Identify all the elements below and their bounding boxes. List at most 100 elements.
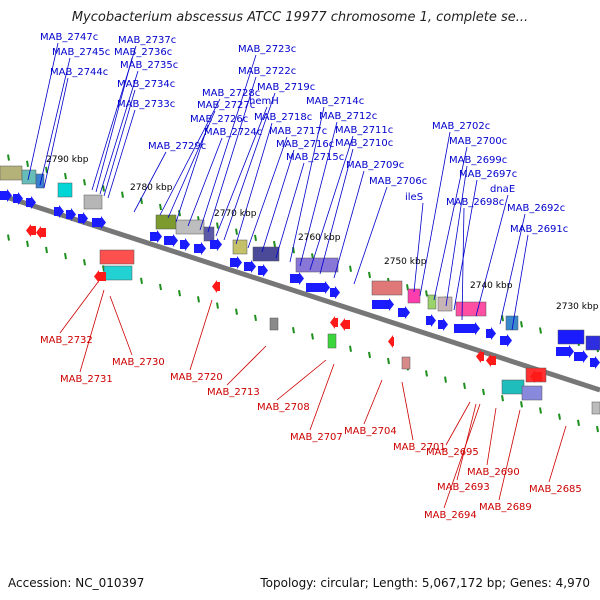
forward-label-leader — [445, 165, 468, 307]
forward-gene-arrow — [426, 314, 436, 327]
forward-label-leader — [453, 179, 478, 311]
reverse-gene-label: MAB_2732 — [40, 335, 93, 346]
tick-mark — [7, 234, 10, 241]
forward-gene-arrow — [290, 272, 304, 285]
forward-label-leader — [247, 136, 288, 249]
feature-block — [83, 194, 103, 210]
forward-gene-arrow — [500, 334, 512, 347]
forward-gene-label: MAB_2734c — [117, 79, 175, 90]
tick-mark — [26, 160, 29, 167]
reverse-gene-label: MAB_2720 — [170, 372, 223, 383]
forward-label-leader — [199, 54, 257, 231]
feature-block — [455, 301, 487, 317]
tick-mark — [197, 296, 200, 303]
tick-mark — [596, 425, 599, 433]
kbp-label: 2790 kbp — [46, 155, 89, 165]
tick-mark — [577, 419, 580, 427]
forward-gene-arrow — [590, 356, 600, 369]
feature-block — [269, 317, 279, 331]
tick-mark — [463, 382, 466, 389]
forward-gene-label: MAB_2715c — [286, 152, 344, 163]
forward-gene-label: MAB_2717c — [269, 126, 327, 137]
forward-gene-label: hemH — [249, 96, 279, 107]
forward-label-leader — [99, 70, 139, 195]
forward-gene-label: MAB_2723c — [238, 44, 296, 55]
forward-gene-label: MAB_2735c — [120, 60, 178, 71]
genome-summary-text: Topology: circular; Length: 5,067,172 bp… — [260, 576, 590, 590]
gene-arrows — [0, 189, 600, 383]
tick-mark — [425, 290, 428, 297]
reverse-label-leader — [498, 409, 521, 501]
forward-gene-arrow — [0, 189, 12, 202]
forward-gene-label: MAB_2728c — [202, 88, 260, 99]
forward-gene-label: MAB_2726c — [190, 114, 248, 125]
tick-mark — [7, 154, 10, 161]
reverse-gene-label: MAB_2695 — [426, 447, 479, 458]
forward-gene-label: MAB_2745c — [52, 47, 110, 58]
forward-gene-label: ileS — [405, 192, 423, 203]
tick-mark — [558, 413, 561, 420]
genome-backbone — [0, 192, 600, 393]
forward-gene-arrow — [164, 234, 178, 247]
forward-gene-arrow — [66, 208, 76, 221]
feature-block — [0, 165, 23, 181]
forward-gene-label: MAB_2733c — [117, 99, 175, 110]
tick-mark — [159, 203, 162, 211]
feature-block — [295, 257, 339, 273]
forward-gene-label: MAB_2737c — [118, 35, 176, 46]
forward-gene-arrow — [486, 327, 496, 340]
tick-mark — [539, 407, 542, 414]
forward-gene-label: MAB_2706c — [369, 176, 427, 187]
forward-gene-arrow — [574, 350, 588, 363]
kbp-label: 2750 kbp — [384, 257, 427, 267]
forward-label-leader — [215, 106, 268, 237]
reverse-gene-label: MAB_2689 — [479, 502, 532, 513]
forward-gene-arrow — [150, 230, 162, 243]
tick-mark — [216, 222, 219, 229]
reverse-gene-arrow — [486, 354, 496, 367]
feature-block — [327, 333, 337, 349]
reverse-label-leader — [443, 403, 481, 509]
forward-label-leader — [309, 135, 354, 271]
forward-gene-label: MAB_2699c — [449, 155, 507, 166]
kbp-label: 2730 kbp — [556, 302, 599, 312]
forward-label-leader — [353, 186, 388, 285]
reverse-gene-arrow — [94, 270, 106, 283]
forward-label-leader — [39, 57, 71, 186]
reverse-gene-label: MAB_2694 — [424, 510, 477, 521]
forward-label-leader — [103, 89, 136, 197]
kbp-label: 2740 kbp — [470, 281, 513, 291]
forward-label-leader — [511, 234, 529, 331]
reverse-label-leader — [276, 359, 327, 401]
tick-mark — [292, 327, 295, 334]
forward-gene-arrow — [398, 306, 410, 319]
map-title: Mycobacterium abscessus ATCC 19977 chrom… — [71, 10, 529, 25]
forward-gene-label: dnaE — [490, 184, 515, 195]
feature-blocks — [0, 165, 600, 415]
tick-mark — [311, 333, 314, 340]
feature-block — [591, 401, 600, 415]
tick-mark — [26, 240, 29, 247]
forward-gene-labels: MAB_2747cMAB_2745cMAB_2744cMAB_2737cMAB_… — [40, 32, 568, 235]
kbp-label: 2780 kbp — [130, 183, 173, 193]
tick-mark — [501, 394, 504, 402]
forward-gene-label: MAB_2714c — [306, 96, 364, 107]
reverse-gene-arrow — [36, 226, 46, 239]
reverse-label-leader — [59, 281, 99, 334]
forward-gene-label: MAB_2747c — [40, 32, 98, 43]
feature-block — [103, 265, 133, 281]
forward-label-leader — [333, 170, 365, 279]
feature-block — [175, 219, 205, 235]
forward-gene-arrow — [454, 322, 480, 335]
reverse-gene-arrow — [388, 335, 394, 348]
forward-gene-arrow — [26, 196, 36, 209]
forward-gene-label: MAB_2711c — [335, 125, 393, 136]
feature-block — [57, 182, 73, 198]
reverse-label-leader — [309, 363, 335, 431]
tick-mark — [444, 376, 447, 383]
feature-block — [35, 173, 45, 189]
forward-label-leader — [461, 207, 465, 321]
label-leaders — [27, 42, 567, 509]
kbp-label: 2770 kbp — [214, 209, 257, 219]
